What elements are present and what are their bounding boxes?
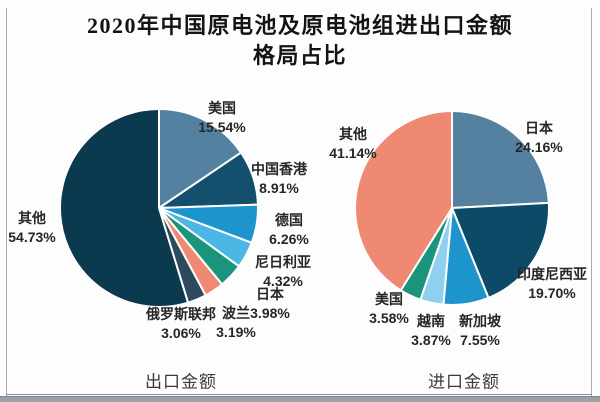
chart-title: 2020年中国原电池及原电池组进出口金额 格局占比 bbox=[0, 11, 600, 71]
slice-label-name: 美国 bbox=[207, 100, 236, 116]
slice-label-name: 尼日利亚 bbox=[255, 254, 311, 270]
slice-label-name: 俄罗斯联邦 bbox=[146, 306, 216, 322]
slice-label: 德国 6.26% bbox=[269, 211, 309, 249]
slice-label: 其他 54.73% bbox=[8, 209, 55, 247]
slice-label-percent: 6.26% bbox=[269, 231, 309, 247]
slice-label-name: 美国 bbox=[374, 291, 403, 307]
slice-label-percent: 3.58% bbox=[369, 310, 409, 326]
frame-left-border bbox=[6, 8, 7, 396]
slice-label-name: 其他 bbox=[338, 126, 367, 142]
slice-label-name: 其他 bbox=[17, 210, 46, 226]
slice-label: 美国 3.58% bbox=[369, 290, 409, 328]
slice-label-percent: 19.70% bbox=[528, 285, 576, 301]
slice-label: 尼日利亚 4.32% bbox=[255, 253, 311, 291]
slice-label-name: 日本 bbox=[524, 120, 553, 136]
slice-label-name: 日本 bbox=[255, 286, 284, 302]
chart-title-line2: 格局占比 bbox=[252, 43, 347, 68]
slice-label-percent: 3.98% bbox=[250, 305, 290, 321]
chart-title-line1: 2020年中国原电池及原电池组进出口金额 bbox=[86, 13, 513, 38]
slice-label: 其他 41.14% bbox=[329, 125, 376, 163]
export-pie-caption: 出口金额 bbox=[145, 372, 217, 392]
pie-slice bbox=[59, 108, 190, 308]
slice-label: 美国 15.54% bbox=[198, 99, 245, 137]
slice-label-percent: 24.16% bbox=[515, 139, 563, 155]
slice-label-percent: 7.55% bbox=[460, 332, 500, 348]
slice-label: 日本 24.16% bbox=[515, 119, 562, 157]
pie-slice bbox=[451, 110, 550, 209]
window-bottom-edge bbox=[0, 396, 600, 402]
slice-label-percent: 4.32% bbox=[263, 273, 303, 289]
slice-label: 中国香港 8.91% bbox=[251, 160, 307, 198]
slice-label-percent: 54.73% bbox=[8, 229, 56, 245]
frame-bottom-border bbox=[6, 394, 592, 395]
slice-label-name: 中国香港 bbox=[251, 161, 307, 177]
slice-label-percent: 41.14% bbox=[329, 145, 377, 161]
slice-label-name: 新加坡 bbox=[459, 313, 501, 329]
import-pie-caption: 进口金额 bbox=[428, 372, 500, 392]
pie-slice bbox=[451, 201, 550, 299]
slice-label: 俄罗斯联邦 3.06% bbox=[146, 305, 216, 343]
slice-label: 波兰 3.19% bbox=[216, 304, 256, 342]
slice-label-percent: 3.87% bbox=[411, 332, 451, 348]
slice-label: 越南 3.87% bbox=[411, 312, 451, 350]
pie-slice bbox=[158, 108, 243, 209]
slice-label-percent: 8.91% bbox=[259, 180, 299, 196]
frame-right-border bbox=[591, 8, 592, 396]
slice-label: 日本 3.98% bbox=[250, 285, 290, 323]
slice-label: 新加坡 7.55% bbox=[459, 312, 501, 350]
slice-label-percent: 15.54% bbox=[198, 119, 246, 135]
slice-label-name: 越南 bbox=[416, 313, 445, 329]
slice-label-name: 印度尼西亚 bbox=[517, 266, 587, 282]
pie-slice bbox=[354, 110, 453, 292]
slice-label: 印度尼西亚 19.70% bbox=[517, 265, 587, 303]
slice-label-percent: 3.19% bbox=[216, 324, 256, 340]
slice-label-name: 德国 bbox=[274, 212, 303, 228]
slice-label-name: 波兰 bbox=[221, 305, 250, 321]
slice-label-percent: 3.06% bbox=[161, 325, 201, 341]
